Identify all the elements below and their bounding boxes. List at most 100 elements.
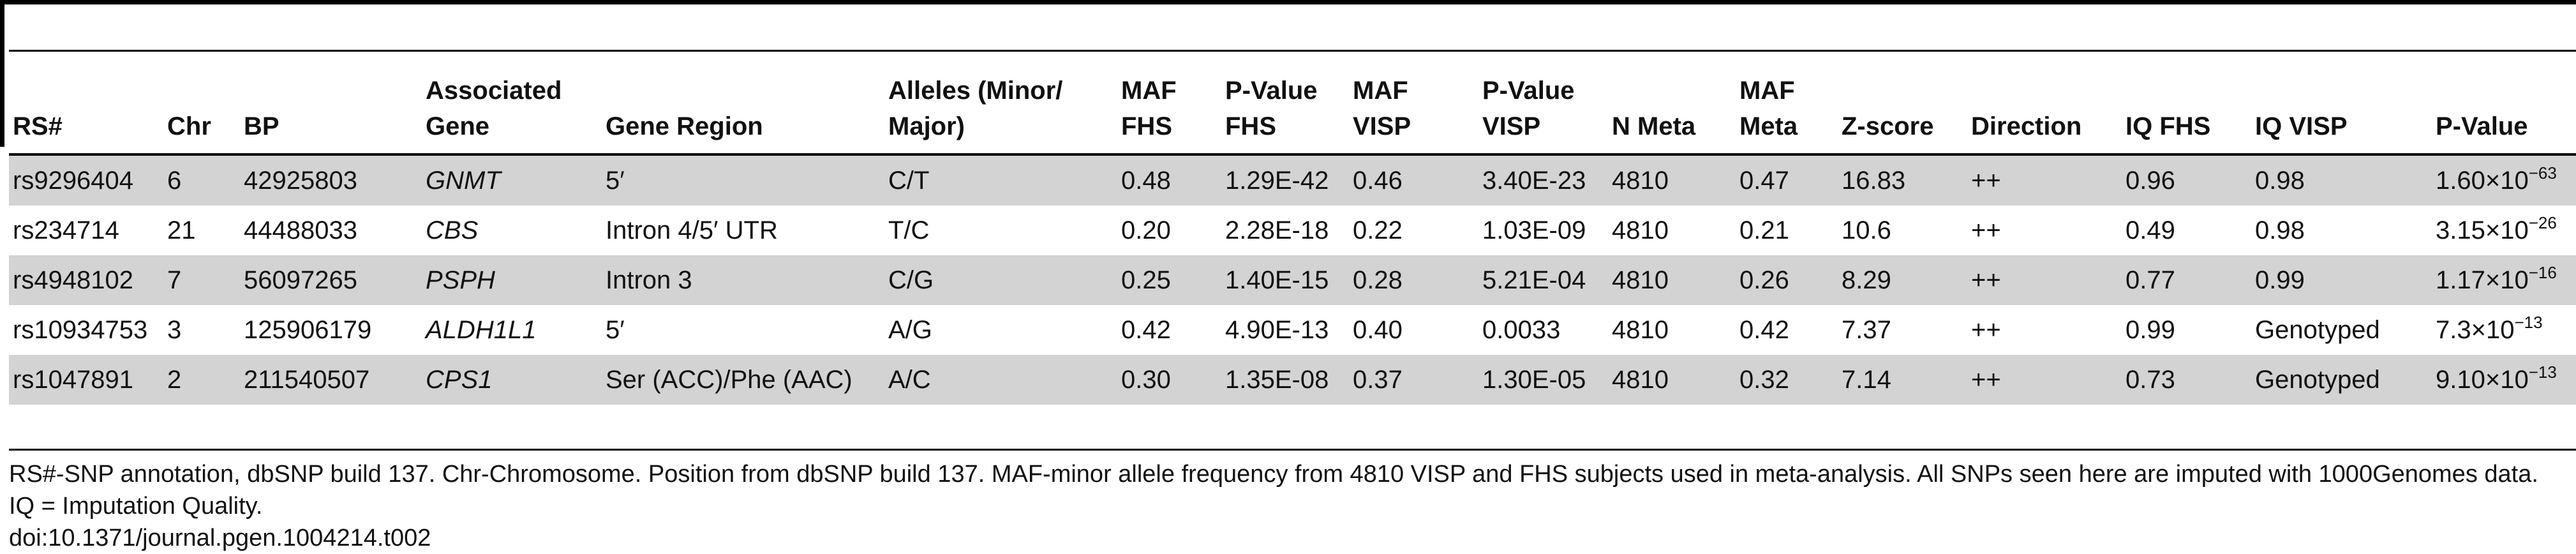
- cell-n-meta: 4810: [1608, 154, 1736, 206]
- column-header: MAF Meta: [1736, 52, 1838, 156]
- column-header: N Meta: [1608, 52, 1736, 156]
- cell-rs: rs10934753: [13, 315, 148, 344]
- p-value-exponent: −13: [2514, 312, 2543, 332]
- cell-iq-visp: 0.99: [2251, 255, 2432, 305]
- column-header: P-Value: [2432, 52, 2576, 156]
- p-value-mantissa: 3.15×10: [2436, 216, 2529, 244]
- cell-bp: 211540507: [240, 355, 422, 405]
- cell-bp: 125906179: [244, 315, 372, 344]
- cell-p-visp: 0.0033: [1482, 315, 1561, 344]
- table-bottom-rule: [9, 449, 2576, 451]
- cell-maf-fhs: 0.30: [1117, 355, 1221, 405]
- cell-iq-fhs: 0.77: [2122, 255, 2251, 305]
- p-value-exponent: −16: [2528, 262, 2557, 282]
- cell-region: 5′: [606, 315, 625, 344]
- cell-n-meta: 4810: [1608, 255, 1736, 305]
- cell-region: Intron 3: [602, 255, 884, 305]
- table-row: rs1047891 2 211540507 CPS1 Ser (ACC)/Phe (AA…: [9, 355, 2576, 405]
- cell-direction: ++: [1971, 216, 2001, 244]
- cell-p-fhs: 4.90E-13: [1225, 315, 1329, 344]
- doi-text: doi:10.1371/journal.pgen.1004214.t002: [9, 525, 431, 551]
- cell-p-visp: 3.40E-23: [1478, 154, 1608, 206]
- column-header: BP: [240, 52, 422, 156]
- cell-p-visp: 5.21E-04: [1478, 255, 1608, 305]
- column-header: Z-score: [1838, 52, 1967, 156]
- cell-region: 5′: [602, 154, 884, 206]
- column-header: Gene Region: [602, 52, 884, 156]
- column-header: MAF FHS: [1117, 52, 1221, 156]
- cell-chr: 7: [163, 255, 240, 305]
- table-row: rs9296404 6 42925803 GNMT 5′ C/T 0.48 1.29E-42 0…: [9, 154, 2576, 206]
- cell-gene: GNMT: [422, 154, 602, 206]
- cell-z: 10.6: [1842, 216, 1891, 244]
- cell-gene: PSPH: [422, 255, 602, 305]
- column-header: P-Value VISP: [1478, 52, 1608, 156]
- cell-rs: rs234714: [13, 216, 119, 244]
- cell-p-value: 1.60×10−63: [2432, 154, 2576, 206]
- cell-chr: 6: [163, 154, 240, 206]
- cell-rs: rs9296404: [9, 154, 163, 206]
- cell-p-value: 9.10×10−13: [2432, 355, 2576, 405]
- cell-maf-visp: 0.46: [1349, 154, 1478, 206]
- p-value-mantissa: 7.3×10: [2436, 315, 2515, 344]
- cell-maf-visp: 0.40: [1353, 315, 1403, 344]
- table-row: rs4948102 7 56097265 PSPH Intron 3 C/G 0.25 1.4…: [9, 255, 2576, 305]
- column-header: Alleles (Minor/Major): [884, 52, 1117, 156]
- cell-p-fhs: 2.28E-18: [1225, 216, 1329, 244]
- cell-direction: ++: [1967, 255, 2122, 305]
- table-footnote: RS#-SNP annotation, dbSNP build 137. Chr…: [9, 458, 2568, 554]
- p-value-exponent: −13: [2528, 362, 2557, 382]
- column-header: Chr: [163, 52, 240, 156]
- cell-rs: rs4948102: [9, 255, 163, 305]
- cell-direction: ++: [1971, 315, 2001, 344]
- table-row: rs234714 21 44488033 CBS Intron 4/5′ UTR T/C 0…: [9, 206, 2576, 255]
- column-header: Direction: [1967, 52, 2122, 156]
- cell-p-fhs: 1.40E-15: [1221, 255, 1349, 305]
- cell-bp: 56097265: [240, 255, 422, 305]
- cell-z: 16.83: [1838, 154, 1967, 206]
- cell-z: 8.29: [1838, 255, 1967, 305]
- cell-iq-fhs: 0.49: [2126, 216, 2175, 244]
- cell-n-meta: 4810: [1612, 216, 1669, 244]
- cell-p-visp: 1.30E-05: [1478, 355, 1608, 405]
- table-row: rs10934753 3 125906179 ALDH1L1 5′ A/G 0.42 4.90…: [9, 305, 2576, 355]
- column-header: RS#: [9, 52, 163, 156]
- cell-maf-fhs: 0.25: [1117, 255, 1221, 305]
- cell-alleles: A/C: [884, 355, 1117, 405]
- cell-iq-visp: 0.98: [2255, 216, 2305, 244]
- cell-alleles: C/G: [884, 255, 1117, 305]
- column-header: IQ VISP: [2251, 52, 2432, 156]
- cell-gene: CBS: [426, 216, 479, 244]
- cell-p-value: 7.3×10−13: [2432, 305, 2576, 355]
- top-border: [0, 0, 2576, 4]
- cell-iq-fhs: 0.96: [2122, 154, 2251, 206]
- p-value-mantissa: 9.10×10: [2436, 365, 2529, 394]
- p-value-mantissa: 1.17×10: [2436, 266, 2529, 294]
- cell-bp: 42925803: [240, 154, 422, 206]
- cell-maf-visp: 0.28: [1349, 255, 1478, 305]
- cell-maf-fhs: 0.20: [1121, 216, 1171, 244]
- p-value-mantissa: 1.60×10: [2436, 166, 2529, 195]
- column-header: P-Value FHS: [1221, 52, 1349, 156]
- cell-alleles: C/T: [884, 154, 1117, 206]
- cell-direction: ++: [1967, 355, 2122, 405]
- cell-iq-visp: Genotyped: [2251, 355, 2432, 405]
- cell-maf-fhs: 0.48: [1117, 154, 1221, 206]
- cell-region: Ser (ACC)/Phe (AAC): [602, 355, 884, 405]
- column-header: MAF VISP: [1349, 52, 1478, 156]
- cell-n-meta: 4810: [1612, 315, 1669, 344]
- table-body: rs9296404 6 42925803 GNMT 5′ C/T 0.48 1.29E-42 0…: [9, 154, 2576, 405]
- header-row: RS# Chr BP Associated Gene Gene Region Alleles…: [9, 52, 2576, 156]
- cell-z: 7.14: [1838, 355, 1967, 405]
- header-top-rule: [9, 50, 2576, 52]
- cell-gene: ALDH1L1: [426, 315, 537, 344]
- cell-maf-meta: 0.47: [1736, 154, 1838, 206]
- cell-alleles: T/C: [888, 216, 930, 244]
- cell-alleles: A/G: [888, 315, 932, 344]
- cell-gene: CPS1: [422, 355, 602, 405]
- cell-p-value: 3.15×10−26: [2432, 206, 2576, 255]
- cell-z: 7.37: [1842, 315, 1891, 344]
- cell-direction: ++: [1967, 154, 2122, 206]
- cell-n-meta: 4810: [1608, 355, 1736, 405]
